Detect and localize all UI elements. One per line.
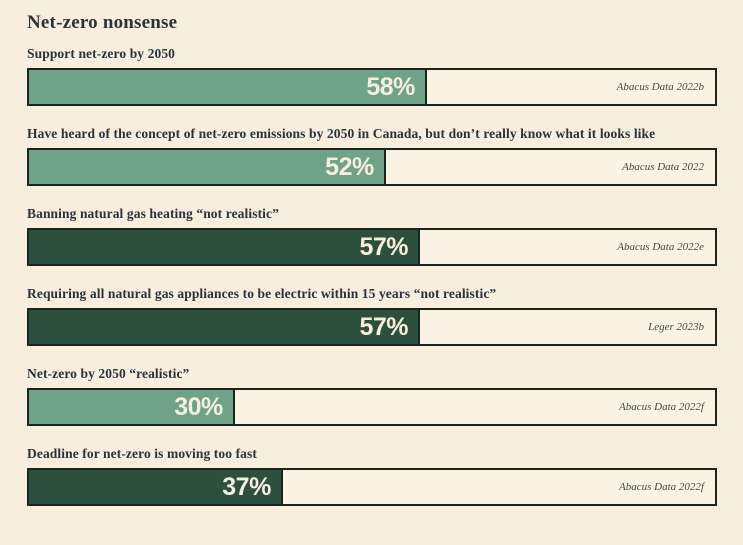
bar-track: 58% Abacus Data 2022b — [27, 68, 717, 106]
bar-fill: 57% — [29, 230, 421, 264]
bar-source: Abacus Data 2022f — [619, 481, 704, 493]
bar-fill: 37% — [29, 470, 283, 504]
bar-row-appliances-electric: Requiring all natural gas appliances to … — [27, 286, 717, 346]
bar-label: Banning natural gas heating “not realist… — [27, 206, 279, 221]
bar-label: Have heard of the concept of net-zero em… — [27, 126, 656, 141]
bar-rows: Support net-zero by 2050 58% Abacus Data… — [27, 46, 717, 506]
bar-row-heard-of-concept: Have heard of the concept of net-zero em… — [27, 126, 717, 186]
bar-value: 57% — [359, 312, 409, 341]
bar-track: 57% Abacus Data 2022e — [27, 228, 717, 266]
bar-fill: 58% — [29, 70, 427, 104]
bar-label: Deadline for net-zero is moving too fast — [27, 446, 257, 461]
bar-value: 52% — [325, 152, 374, 181]
bar-label: Support net-zero by 2050 — [27, 46, 176, 61]
bar-source: Abacus Data 2022 — [622, 161, 704, 173]
bar-row-support-net-zero: Support net-zero by 2050 58% Abacus Data… — [27, 46, 717, 106]
bar-track: 30% Abacus Data 2022f — [27, 388, 717, 426]
bar-label: Net-zero by 2050 “realistic” — [27, 366, 190, 381]
bar-fill: 30% — [29, 390, 235, 424]
bar-label: Requiring all natural gas appliances to … — [27, 286, 497, 301]
bar-value: 30% — [174, 392, 223, 421]
chart-title: Net-zero nonsense — [27, 12, 178, 33]
bar-row-deadline-too-fast: Deadline for net-zero is moving too fast… — [27, 446, 717, 506]
bar-source: Abacus Data 2022e — [617, 241, 704, 253]
bar-row-net-zero-realistic: Net-zero by 2050 “realistic” 30% Abacus … — [27, 366, 717, 426]
bar-value: 37% — [222, 472, 271, 501]
bar-source: Abacus Data 2022b — [616, 81, 704, 93]
bar-track: 52% Abacus Data 2022 — [27, 148, 717, 186]
bar-track: 37% Abacus Data 2022f — [27, 468, 717, 506]
bar-value: 58% — [366, 72, 415, 101]
bar-fill: 57% — [29, 310, 421, 344]
bar-source: Abacus Data 2022f — [619, 401, 704, 413]
bar-fill: 52% — [29, 150, 386, 184]
bar-row-banning-gas-heating: Banning natural gas heating “not realist… — [27, 206, 717, 266]
bar-value: 57% — [359, 232, 409, 261]
bar-source: Leger 2023b — [648, 321, 704, 333]
bar-track: 57% Leger 2023b — [27, 308, 717, 346]
